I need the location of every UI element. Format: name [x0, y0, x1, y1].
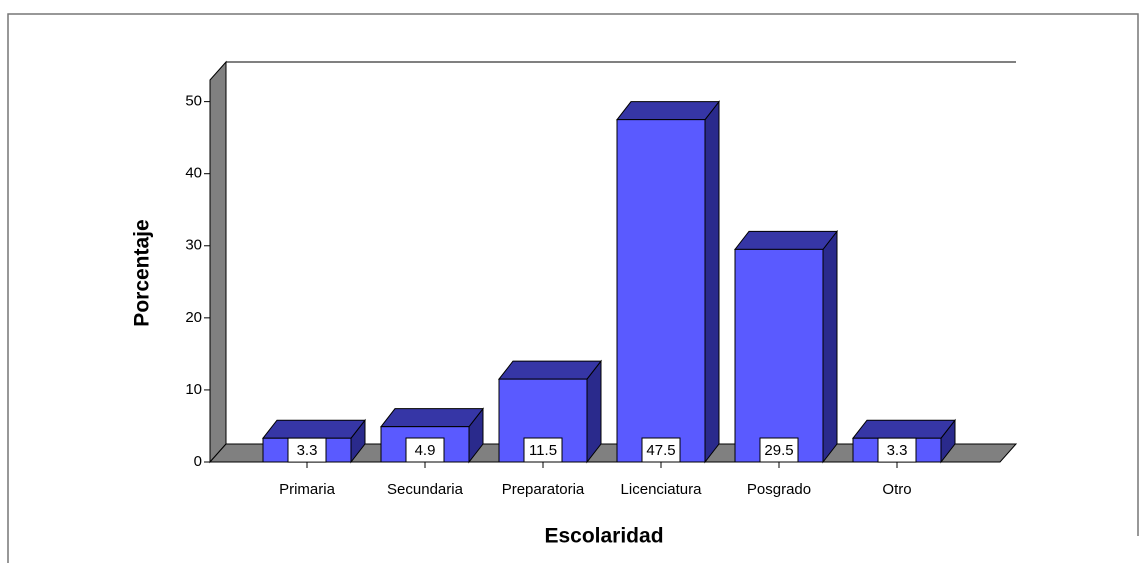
side-wall	[209, 60, 227, 464]
value-label: 47.5	[646, 442, 675, 459]
value-label: 4.9	[415, 442, 436, 459]
x-tick-label: Licenciatura	[621, 481, 703, 498]
value-label-box	[759, 437, 799, 463]
y-tick-label: 20	[185, 309, 202, 326]
y-tick-label: 30	[185, 237, 202, 254]
x-tick-label: Preparatoria	[502, 481, 585, 498]
value-label: 29.5	[764, 442, 793, 459]
bar-side	[822, 229, 838, 464]
bar-top	[733, 230, 839, 250]
value-label: 3.3	[887, 442, 908, 459]
y-tick-label: 10	[185, 381, 202, 398]
bar-top	[615, 101, 721, 121]
y-tick-label: 0	[194, 453, 202, 470]
bar-top	[261, 419, 367, 439]
bar-top	[497, 360, 603, 380]
frame	[7, 13, 1139, 563]
bar-top	[379, 408, 485, 428]
y-tick-label: 50	[185, 93, 202, 110]
bar-top	[851, 419, 957, 439]
value-label-box	[523, 437, 563, 463]
bar	[616, 119, 706, 463]
y-tick-label: 40	[185, 165, 202, 182]
x-tick-label: Posgrado	[747, 481, 811, 498]
value-label-box	[405, 437, 445, 463]
x-axis-title: Escolaridad	[544, 525, 663, 548]
bar	[734, 248, 824, 463]
y-axis-title: Porcentaje	[131, 219, 154, 326]
value-label-box	[287, 437, 327, 463]
value-label-box	[877, 437, 917, 463]
value-label: 3.3	[297, 442, 318, 459]
x-tick-label: Otro	[882, 481, 911, 498]
x-tick-label: Secundaria	[387, 481, 464, 498]
bar-side	[704, 100, 720, 464]
value-label-box	[641, 437, 681, 463]
x-tick-label: Primaria	[279, 481, 335, 498]
value-label: 11.5	[529, 442, 557, 459]
